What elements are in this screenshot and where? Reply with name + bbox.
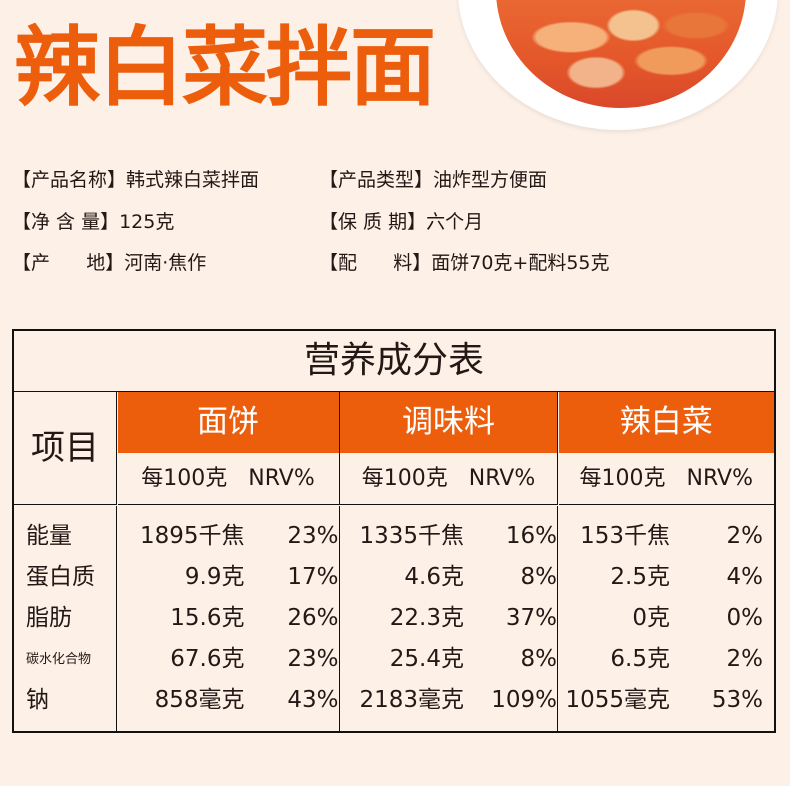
column-name: 辣白菜 [558,392,774,453]
nutrition-table: 营养成分表 项目 面饼 每100克 NRV% 调味料 每100克 NRV% 辣白… [12,329,776,733]
column-subheader: 每100克 NRV% [340,453,557,504]
info-value: 河南·焦作 [124,252,207,274]
sub-amount: 每100克 [141,466,228,491]
column-header-seasoning: 调味料 每100克 NRV% [340,392,558,505]
cell-amount: 0克 [632,604,670,631]
info-label: 【保 质 期】 [319,210,427,233]
cell-amount: 1055毫克 [565,686,670,713]
cell-nrv: 0% [726,604,764,631]
info-label: 【配 料】 [319,252,432,274]
column-subheader: 每100克 NRV% [559,453,775,504]
info-label: 【产品名称】 [12,169,127,191]
cell-amount: 858毫克 [154,686,245,713]
row-label-fat: 脂肪 [26,604,72,631]
row-label-sodium: 钠 [26,686,49,713]
cell-amount: 6.5克 [610,645,670,672]
sub-amount: 每100克 [579,466,666,491]
kimchi-food-shape [496,0,746,108]
item-header: 项目 [14,392,117,505]
cell-nrv: 109% [491,686,557,713]
sub-nrv: NRV% [248,466,315,491]
info-net-weight: 【净 含 量】125克 [12,202,174,244]
seasoning-values: 1335千焦 16% 4.6克 8% 22.3克 37% 25.4克 8% 21… [340,505,558,731]
info-label: 【产品类型】 [319,169,434,191]
cell-amount: 22.3克 [389,604,464,631]
column-header-kimchi: 辣白菜 每100克 NRV% [558,392,775,505]
info-product-name: 【产品名称】韩式辣白菜拌面 [12,160,259,202]
cell-nrv: 8% [520,645,558,672]
sub-amount: 每100克 [361,466,448,491]
cell-amount: 153千焦 [580,522,670,549]
cell-nrv: 8% [520,563,558,590]
product-title: 辣白菜拌面 [14,18,436,118]
info-value: 韩式辣白菜拌面 [126,169,260,191]
cell-amount: 2.5克 [610,563,670,590]
cell-nrv: 23% [287,645,339,672]
row-labels: 能量 蛋白质 脂肪 碳水化合物 钠 [14,505,117,731]
sub-nrv: NRV% [468,466,536,491]
cell-amount: 9.9克 [184,563,245,590]
kimchi-bowl-image [458,0,778,130]
info-shelf-life: 【保 质 期】六个月 [319,202,483,244]
column-header-noodle: 面饼 每100克 NRV% [117,392,340,505]
sub-nrv: NRV% [686,466,753,491]
column-subheader: 每100克 NRV% [118,453,339,504]
cell-nrv: 2% [726,645,764,672]
row-label-protein: 蛋白质 [26,563,95,590]
info-origin: 【产 地】河南·焦作 [12,243,206,285]
row-label-energy: 能量 [26,522,72,549]
noodle-values: 1895千焦 23% 9.9克 17% 15.6克 26% 67.6克 23% … [118,505,340,731]
column-name: 面饼 [117,392,339,453]
info-label: 【净 含 量】 [12,210,120,233]
info-ingredients: 【配 料】面饼70克+配料55克 [319,243,610,285]
info-value: 125克 [119,210,175,233]
cell-nrv: 4% [726,563,764,590]
cell-nrv: 16% [505,522,557,549]
info-value: 油炸型方便面 [433,169,548,191]
cell-nrv: 43% [287,686,339,713]
info-label: 【产 地】 [12,252,125,274]
kimchi-values: 153千焦 2% 2.5克 4% 0克 0% 6.5克 2% 1055毫克 53… [559,506,775,732]
cell-nrv: 26% [287,604,339,631]
cell-amount: 25.4克 [389,645,464,672]
cell-amount: 4.6克 [404,563,464,590]
cell-amount: 1335千焦 [359,522,464,549]
cell-nrv: 2% [726,522,764,549]
cell-amount: 2183毫克 [359,686,464,713]
cell-nrv: 17% [287,563,339,590]
nutrition-table-title: 营养成分表 [14,331,774,392]
row-label-carbohydrate: 碳水化合物 [26,651,92,667]
info-product-type: 【产品类型】油炸型方便面 [319,160,547,202]
cell-nrv: 53% [711,686,763,713]
cell-amount: 67.6克 [170,645,245,672]
column-name: 调味料 [340,392,557,453]
cell-amount: 1895千焦 [139,522,245,549]
cell-amount: 15.6克 [170,604,245,631]
cell-nrv: 23% [287,522,339,549]
info-value: 六个月 [426,210,484,233]
info-value: 面饼70克+配料55克 [431,252,610,274]
cell-nrv: 37% [505,604,557,631]
